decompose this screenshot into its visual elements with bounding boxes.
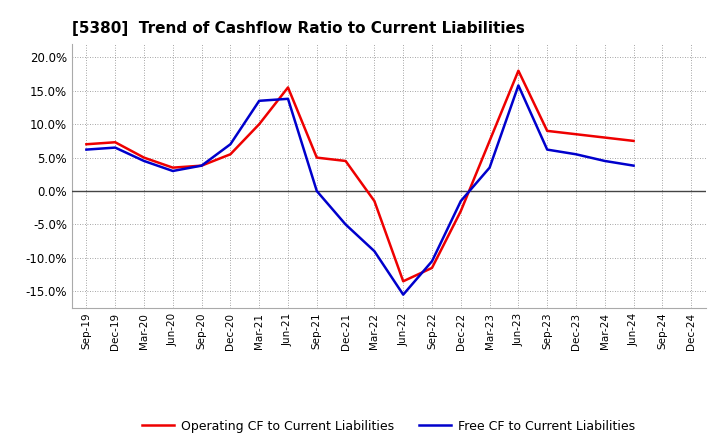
Free CF to Current Liabilities (341, 222, 350, 227)
Operating CF to Current Liabilities (572, 132, 580, 137)
Line: Free CF to Current Liabilities: Free CF to Current Liabilities (86, 85, 634, 295)
Operating CF to Current Liabilities (600, 135, 609, 140)
Operating CF to Current Liabilities (341, 158, 350, 164)
Free CF to Current Liabilities (572, 152, 580, 157)
Free CF to Current Liabilities (312, 188, 321, 194)
Line: Operating CF to Current Liabilities: Operating CF to Current Liabilities (86, 71, 634, 281)
Free CF to Current Liabilities (629, 163, 638, 168)
Operating CF to Current Liabilities (226, 152, 235, 157)
Free CF to Current Liabilities (82, 147, 91, 152)
Text: [5380]  Trend of Cashflow Ratio to Current Liabilities: [5380] Trend of Cashflow Ratio to Curren… (72, 21, 525, 36)
Free CF to Current Liabilities (514, 83, 523, 88)
Free CF to Current Liabilities (600, 158, 609, 164)
Operating CF to Current Liabilities (255, 121, 264, 127)
Operating CF to Current Liabilities (168, 165, 177, 170)
Free CF to Current Liabilities (284, 96, 292, 102)
Free CF to Current Liabilities (485, 165, 494, 170)
Free CF to Current Liabilities (197, 163, 206, 168)
Operating CF to Current Liabilities (543, 128, 552, 133)
Operating CF to Current Liabilities (197, 163, 206, 168)
Free CF to Current Liabilities (428, 259, 436, 264)
Legend: Operating CF to Current Liabilities, Free CF to Current Liabilities: Operating CF to Current Liabilities, Fre… (138, 414, 640, 437)
Free CF to Current Liabilities (399, 292, 408, 297)
Free CF to Current Liabilities (168, 169, 177, 174)
Free CF to Current Liabilities (370, 249, 379, 254)
Free CF to Current Liabilities (140, 158, 148, 164)
Operating CF to Current Liabilities (485, 138, 494, 143)
Free CF to Current Liabilities (543, 147, 552, 152)
Operating CF to Current Liabilities (428, 265, 436, 271)
Operating CF to Current Liabilities (370, 198, 379, 204)
Operating CF to Current Liabilities (111, 139, 120, 145)
Operating CF to Current Liabilities (456, 209, 465, 214)
Operating CF to Current Liabilities (514, 68, 523, 73)
Free CF to Current Liabilities (456, 198, 465, 204)
Free CF to Current Liabilities (255, 98, 264, 103)
Free CF to Current Liabilities (111, 145, 120, 150)
Operating CF to Current Liabilities (629, 138, 638, 143)
Operating CF to Current Liabilities (82, 142, 91, 147)
Operating CF to Current Liabilities (140, 155, 148, 160)
Free CF to Current Liabilities (226, 142, 235, 147)
Operating CF to Current Liabilities (399, 279, 408, 284)
Operating CF to Current Liabilities (284, 85, 292, 90)
Operating CF to Current Liabilities (312, 155, 321, 160)
